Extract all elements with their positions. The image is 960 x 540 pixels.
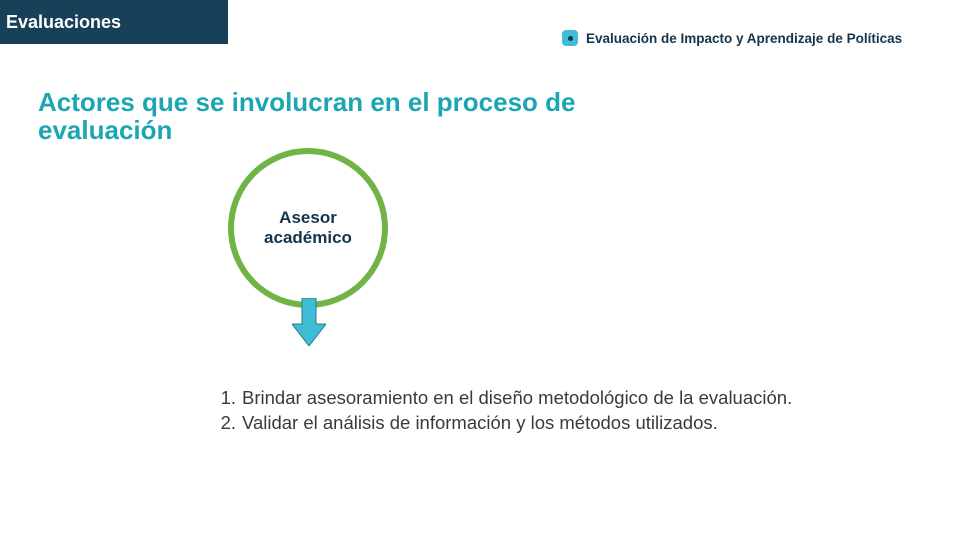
badge-icon — [562, 30, 578, 46]
header-label: Evaluaciones — [6, 12, 121, 33]
list-item-number: 2. — [216, 411, 242, 436]
actor-circle-label: Asesor académico — [234, 208, 382, 247]
list-item-text: Validar el análisis de información y los… — [242, 411, 866, 436]
arrow-down-icon — [292, 298, 326, 346]
list-item-text: Brindar asesoramiento en el diseño metod… — [242, 386, 866, 411]
badge-text: Evaluación de Impacto y Aprendizaje de P… — [586, 31, 902, 46]
list-item: 2. Validar el análisis de información y … — [216, 411, 866, 436]
actor-circle: Asesor académico — [228, 148, 398, 318]
responsibilities-list: 1. Brindar asesoramiento en el diseño me… — [216, 386, 866, 436]
list-item-number: 1. — [216, 386, 242, 411]
header-bar: Evaluaciones — [0, 0, 228, 44]
list-item: 1. Brindar asesoramiento en el diseño me… — [216, 386, 866, 411]
page-title: Actores que se involucran en el proceso … — [38, 88, 598, 144]
badge-dot-icon — [568, 36, 573, 41]
actor-circle-ring: Asesor académico — [228, 148, 388, 308]
badge: Evaluación de Impacto y Aprendizaje de P… — [562, 30, 902, 46]
